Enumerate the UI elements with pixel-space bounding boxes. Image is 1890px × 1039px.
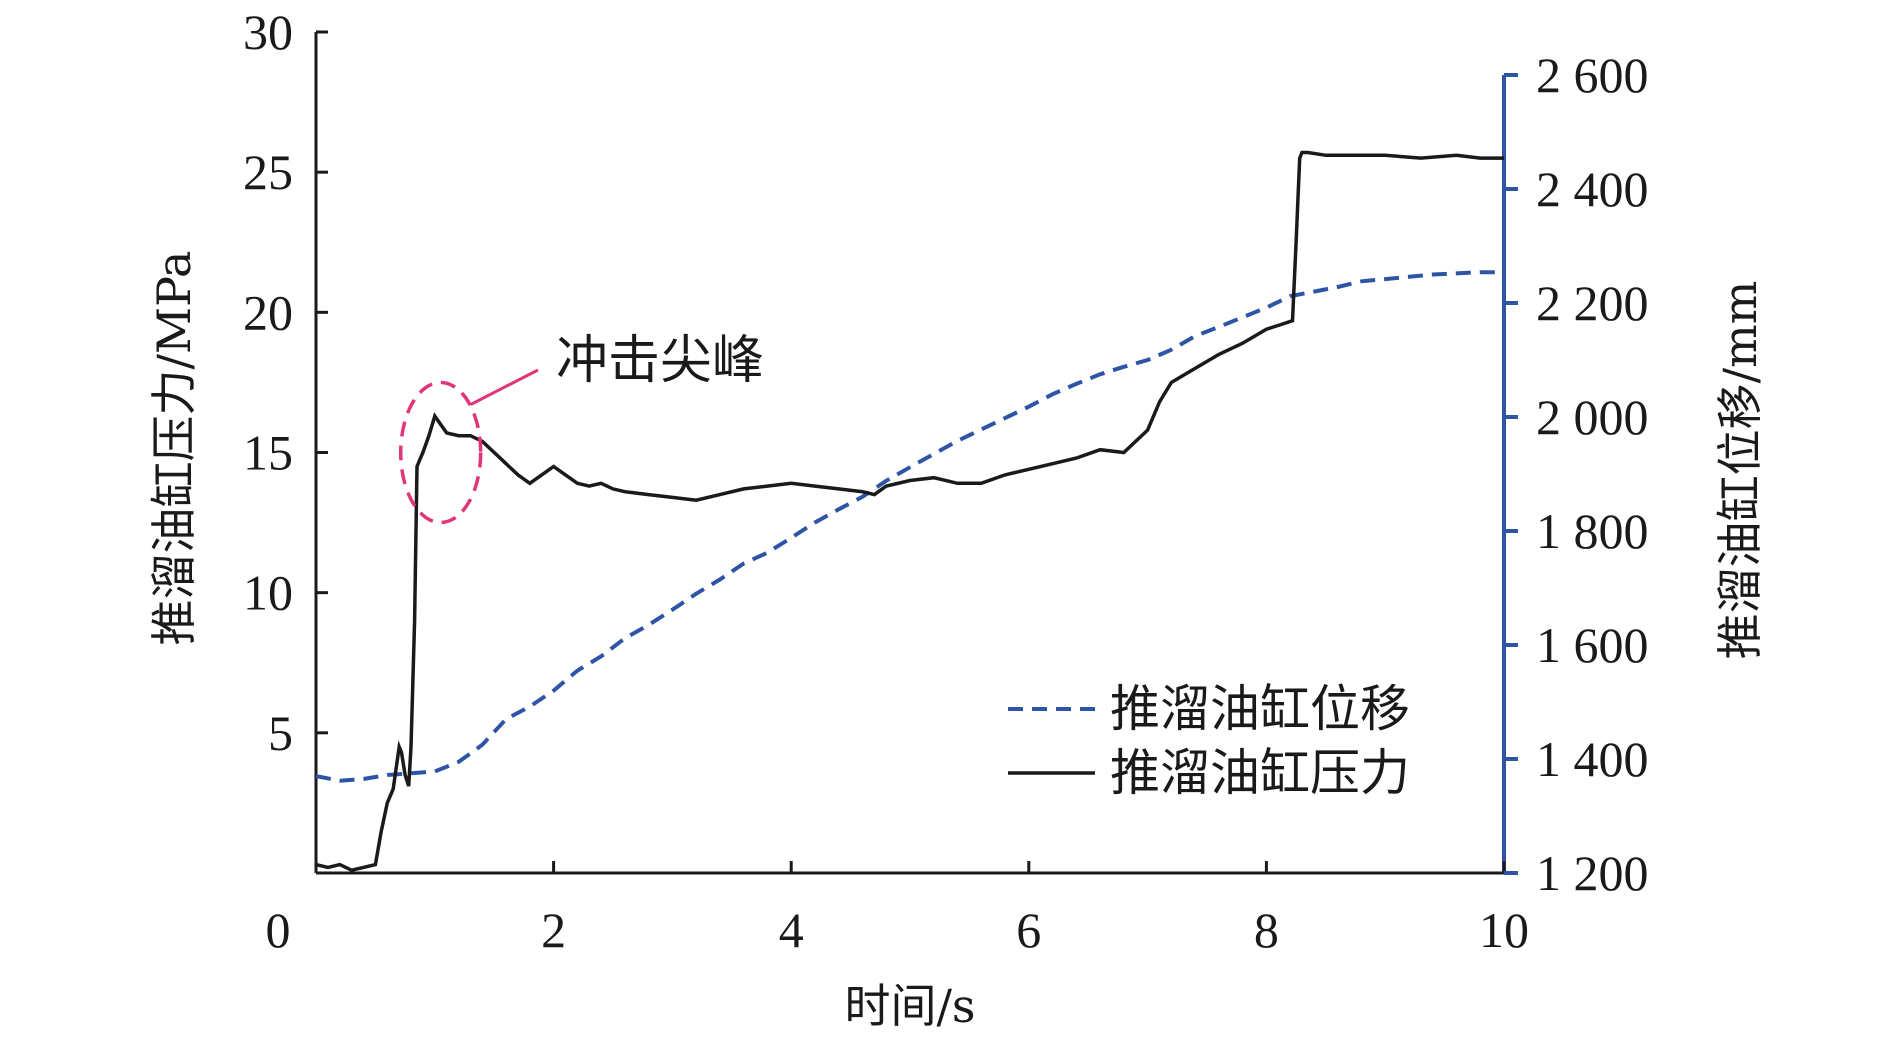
right-y-tick-label: 1 600 bbox=[1536, 617, 1649, 673]
right-y-tick-label: 2 000 bbox=[1536, 389, 1649, 445]
annotation-ellipse bbox=[398, 380, 483, 525]
left-y-tick-label: 20 bbox=[243, 284, 293, 340]
left-y-tick-label: 25 bbox=[243, 144, 293, 200]
left-y-axis-ticks: 5 10 15 20 25 30 bbox=[243, 4, 328, 761]
right-y-tick-label: 2 400 bbox=[1536, 161, 1649, 217]
right-y-axis-title: 推溜油缸位移/mm bbox=[1713, 281, 1767, 660]
x-tick-label: 6 bbox=[1016, 902, 1041, 958]
legend: 推溜油缸位移 推溜油缸压力 bbox=[1008, 680, 1410, 802]
x-tick-label: 4 bbox=[779, 902, 804, 958]
right-y-tick-label: 2 600 bbox=[1536, 47, 1649, 103]
x-tick-label: 2 bbox=[541, 902, 566, 958]
x-tick-label: 10 bbox=[1479, 902, 1529, 958]
left-y-tick-label: 30 bbox=[243, 4, 293, 60]
left-y-tick-label: 5 bbox=[268, 705, 293, 761]
left-y-axis-title: 推溜油缸压力/MPa bbox=[147, 251, 201, 646]
legend-label-pressure: 推溜油缸压力 bbox=[1110, 744, 1410, 802]
right-y-tick-label: 1 400 bbox=[1536, 731, 1649, 787]
legend-label-displacement: 推溜油缸位移 bbox=[1110, 680, 1410, 738]
series-line-displacement bbox=[315, 270, 1504, 783]
right-y-tick-label: 1 800 bbox=[1536, 503, 1649, 559]
x-tick-label: 0 bbox=[266, 902, 291, 958]
left-y-tick-label: 15 bbox=[243, 425, 293, 481]
left-y-tick-label: 10 bbox=[243, 565, 293, 621]
right-y-axis-ticks: 1 200 1 400 1 600 1 800 2 000 2 200 2 400 2 600 bbox=[1504, 47, 1649, 901]
x-axis-title: 时间/s bbox=[844, 979, 975, 1033]
annotation-label: 冲击尖峰 bbox=[556, 331, 764, 391]
x-tick-label: 8 bbox=[1254, 902, 1279, 958]
right-y-tick-label: 2 200 bbox=[1536, 275, 1649, 331]
right-y-tick-label: 1 200 bbox=[1536, 845, 1649, 901]
annotation-leader-line bbox=[470, 368, 539, 406]
x-axis-ticks: 0 2 4 6 8 10 bbox=[266, 861, 1529, 958]
series-line-pressure bbox=[315, 150, 1504, 873]
